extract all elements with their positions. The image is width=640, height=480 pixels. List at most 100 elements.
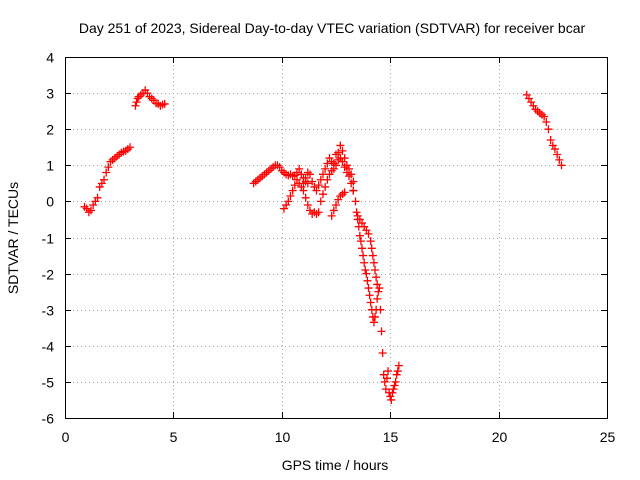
data-point	[314, 181, 323, 190]
data-point	[369, 258, 378, 267]
data-point	[376, 305, 385, 314]
data-point	[351, 197, 360, 206]
data-point	[100, 175, 109, 184]
data-point	[340, 163, 349, 172]
data-point	[349, 186, 358, 195]
data-point	[308, 177, 317, 186]
data-point	[390, 381, 399, 390]
data-point	[374, 287, 383, 296]
data-point	[160, 99, 169, 108]
data-points	[80, 86, 566, 404]
data-point	[295, 164, 304, 173]
series-arc-8	[353, 211, 382, 289]
data-point	[305, 170, 314, 179]
data-point	[355, 231, 364, 240]
data-point	[132, 98, 141, 107]
data-point	[364, 229, 373, 238]
data-point	[366, 298, 375, 307]
y-tick-label: 3	[46, 86, 54, 102]
x-tick-label: 5	[170, 429, 178, 445]
data-point	[378, 349, 387, 358]
data-point	[332, 161, 340, 170]
x-axis-label: GPS time / hours	[282, 457, 389, 473]
data-point	[303, 201, 312, 210]
data-point	[299, 186, 308, 195]
y-tick-label: -3	[42, 303, 55, 319]
data-point	[316, 197, 325, 206]
data-point	[391, 377, 400, 386]
data-point	[372, 273, 381, 282]
data-point	[362, 269, 371, 278]
data-point	[321, 164, 330, 173]
data-point	[553, 150, 562, 159]
data-point	[392, 370, 401, 379]
data-point	[364, 284, 373, 293]
y-tick-label: -2	[42, 267, 55, 283]
x-tick-label: 25	[600, 429, 616, 445]
data-point	[286, 191, 295, 200]
data-point	[318, 190, 327, 199]
data-point	[359, 251, 368, 260]
series-arc-7	[349, 186, 403, 404]
data-point	[366, 237, 375, 246]
data-point	[557, 161, 566, 170]
data-point	[323, 175, 332, 184]
x-tick-label: 15	[383, 429, 399, 445]
data-point	[542, 117, 551, 126]
data-point	[131, 101, 140, 110]
data-point	[301, 173, 310, 182]
series-arc-4	[279, 141, 358, 213]
data-point	[393, 367, 402, 376]
data-point	[288, 186, 297, 195]
x-tick-label: 0	[62, 429, 70, 445]
data-point	[104, 163, 113, 172]
data-point	[338, 146, 347, 155]
data-point	[299, 179, 308, 188]
data-point	[338, 157, 347, 166]
data-point	[382, 374, 391, 383]
data-point	[329, 206, 338, 215]
data-point	[373, 280, 382, 289]
y-tick-label: -5	[42, 375, 55, 391]
y-tick-label: 2	[46, 122, 54, 138]
data-point	[334, 148, 343, 157]
data-point	[284, 197, 293, 206]
data-point	[367, 244, 376, 253]
x-tick-label: 20	[492, 429, 508, 445]
data-point	[356, 237, 365, 246]
data-point	[336, 141, 345, 150]
data-point	[332, 201, 340, 210]
series-arc-1	[80, 143, 135, 217]
series-arc-2	[131, 86, 169, 110]
data-point	[555, 155, 564, 164]
data-point	[352, 208, 361, 217]
data-point	[301, 193, 310, 202]
data-point	[314, 208, 323, 217]
plot-frame	[65, 57, 608, 419]
y-axis-label: SDTVAR / TECUs	[5, 182, 21, 294]
series-arc-9	[522, 90, 566, 170]
data-point	[394, 361, 403, 370]
series-arc-5	[299, 154, 358, 219]
data-point	[544, 125, 553, 134]
data-point	[360, 258, 369, 267]
y-tick-label: -6	[42, 411, 55, 427]
data-point	[321, 182, 330, 191]
data-point	[540, 112, 549, 121]
data-point	[290, 181, 299, 190]
y-tick-label: 4	[46, 50, 54, 66]
axis-ticks: 0 5 10 15 20 25 -6 -5 -4 -3 -2 -1 0 1 2 3 4	[42, 50, 616, 446]
grid	[65, 57, 607, 418]
series-arc-3	[249, 161, 312, 188]
y-tick-label: -4	[42, 339, 55, 355]
y-tick-label: 0	[46, 194, 54, 210]
data-point	[546, 136, 555, 145]
data-point	[327, 211, 336, 220]
data-point	[347, 179, 356, 188]
data-point	[371, 265, 380, 274]
data-point	[87, 206, 96, 215]
data-point	[102, 168, 111, 177]
chart-title: Day 251 of 2023, Sidereal Day-to-day VTE…	[79, 20, 586, 36]
data-point	[340, 188, 349, 197]
